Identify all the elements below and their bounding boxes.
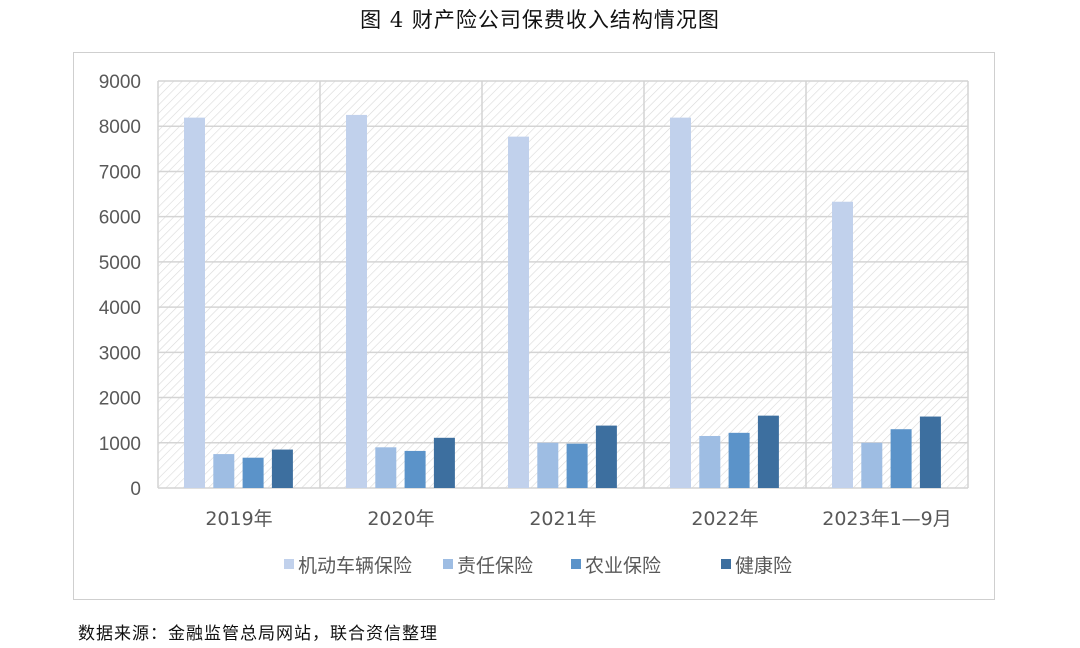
x-tick-label: 2019年: [205, 508, 272, 530]
bar: [919, 416, 941, 488]
bar: [375, 447, 397, 488]
legend-swatch: [721, 559, 731, 569]
bar: [595, 425, 617, 488]
x-tick-label: 2023年1—9月: [822, 508, 952, 530]
bar: [861, 442, 883, 488]
y-tick-label: 2000: [99, 389, 141, 410]
bars: [184, 114, 941, 489]
bar: [404, 450, 426, 488]
bar: [213, 454, 235, 488]
bar: [890, 429, 912, 488]
y-tick-label: 8000: [99, 117, 141, 138]
legend-swatch: [443, 559, 453, 569]
x-tick-label: 2020年: [367, 508, 434, 530]
figure-title: 图 4 财产险公司保费收入结构情况图: [360, 8, 720, 32]
legend: 机动车辆保险 责任保险 农业保险 健康险: [284, 555, 792, 577]
legend-label: 机动车辆保险: [298, 555, 412, 577]
source-note: 数据来源：金融监管总局网站，联合资信整理: [78, 624, 438, 644]
y-axis: 0 1000 2000 3000 4000 5000 6000 7000 8000 9000: [99, 72, 141, 500]
bar: [271, 449, 293, 488]
bar: [728, 432, 750, 488]
x-tick-label: 2022年: [691, 508, 758, 530]
bar: [346, 114, 367, 489]
y-tick-label: 9000: [99, 72, 141, 93]
bar: [433, 437, 455, 488]
y-tick-label: 5000: [99, 253, 141, 274]
bar: [757, 415, 779, 488]
x-axis: 2019年 2020年 2021年 2022年 2023年1—9月: [205, 508, 951, 530]
bar: [184, 117, 205, 488]
y-tick-label: 7000: [99, 162, 141, 183]
y-tick-label: 4000: [99, 298, 141, 319]
y-tick-label: 6000: [99, 208, 141, 229]
y-tick-label: 1000: [99, 434, 141, 455]
bar: [242, 457, 264, 488]
y-tick-label: 3000: [99, 343, 141, 364]
bar: [670, 117, 691, 488]
legend-swatch: [571, 559, 581, 569]
bar: [566, 443, 588, 488]
x-tick-label: 2021年: [529, 508, 596, 530]
legend-label: 健康险: [735, 555, 792, 577]
y-tick-label: 0: [130, 479, 141, 500]
legend-label: 责任保险: [457, 555, 533, 577]
bar: [537, 442, 559, 488]
legend-swatch: [284, 559, 294, 569]
legend-label: 农业保险: [585, 555, 661, 577]
bar: [832, 201, 853, 488]
bar: [508, 136, 529, 488]
bar: [699, 435, 721, 488]
